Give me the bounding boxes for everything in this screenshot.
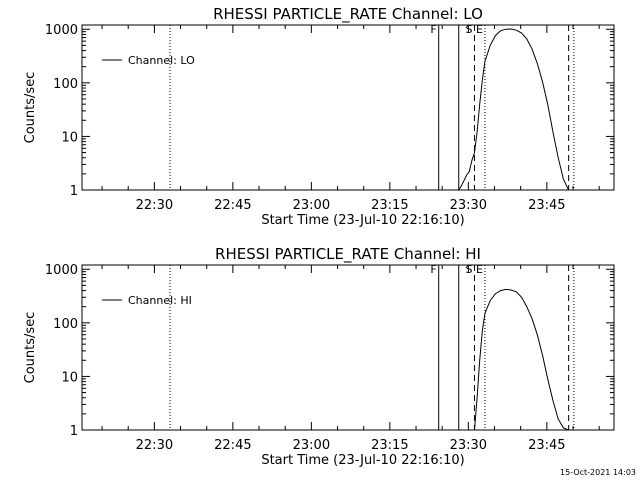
event-marker-label: E xyxy=(476,23,483,36)
event-marker-label: E xyxy=(476,263,483,276)
chart-title: RHESSI PARTICLE_RATE Channel: HI xyxy=(215,245,481,264)
x-axis-label: Start Time (23-Jul-10 22:16:10) xyxy=(261,453,464,468)
x-tick-label: 23:30 xyxy=(450,438,487,453)
event-marker-label: S xyxy=(465,263,472,276)
x-axis-label: Start Time (23-Jul-10 22:16:10) xyxy=(261,213,464,228)
x-tick-label: 23:30 xyxy=(450,198,487,213)
y-tick-label: 100 xyxy=(53,317,78,332)
y-tick-label: 1000 xyxy=(45,263,78,278)
y-tick-label: 1 xyxy=(70,424,78,439)
event-marker-label: S xyxy=(465,23,472,36)
x-tick-label: 22:30 xyxy=(136,198,173,213)
legend-label: Channel: LO xyxy=(128,54,195,67)
y-tick-label: 10 xyxy=(61,130,78,145)
y-axis-label: Counts/sec xyxy=(23,72,38,144)
data-series-line xyxy=(458,28,570,191)
chart-panel-lo: RHESSI PARTICLE_RATE Channel: LO 1 10 100 10… xyxy=(23,5,615,228)
y-tick-label: 10 xyxy=(61,370,78,385)
x-tick-label: 23:15 xyxy=(371,438,408,453)
y-tick-label: 1 xyxy=(70,184,78,199)
x-tick-label: 22:30 xyxy=(136,438,173,453)
plot-frame xyxy=(81,264,615,431)
y-axis-label: Counts/sec xyxy=(23,312,38,384)
y-tick-label: 1000 xyxy=(45,23,78,38)
x-tick-label: 22:45 xyxy=(214,198,251,213)
x-tick-label: 22:45 xyxy=(214,438,251,453)
chart-panel-hi: RHESSI PARTICLE_RATE Channel: HI 1 10 100 10… xyxy=(23,245,615,468)
event-marker-label: F xyxy=(430,263,436,276)
data-series-line xyxy=(474,288,569,431)
footer-timestamp: 15-Oct-2021 14:03 xyxy=(560,468,636,477)
x-tick-label: 23:00 xyxy=(293,198,330,213)
plot-frame xyxy=(81,24,615,191)
x-tick-label: 23:00 xyxy=(293,438,330,453)
x-tick-label: 23:45 xyxy=(528,438,565,453)
event-marker-label: F xyxy=(430,23,436,36)
legend-label: Channel: HI xyxy=(128,294,192,307)
x-tick-label: 23:45 xyxy=(528,198,565,213)
chart-title: RHESSI PARTICLE_RATE Channel: LO xyxy=(213,5,483,24)
y-tick-label: 100 xyxy=(53,77,78,92)
x-tick-label: 23:15 xyxy=(371,198,408,213)
